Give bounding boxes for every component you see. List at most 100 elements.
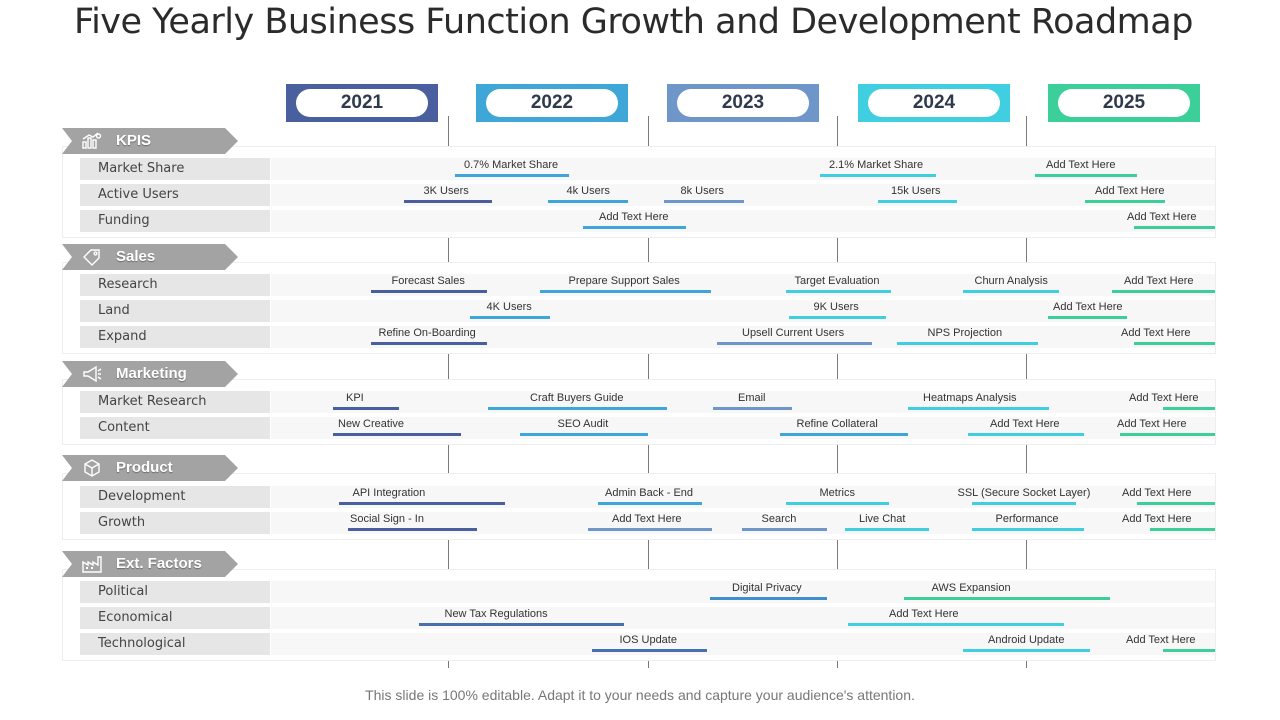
year-label: 2021	[296, 89, 428, 117]
row-band	[271, 184, 1215, 206]
page-title: Five Yearly Business Function Growth and…	[74, 2, 1193, 42]
year-header-2021: 2021	[286, 84, 438, 122]
task-bar	[717, 342, 872, 345]
task-bar	[713, 407, 792, 410]
task-label: Add Text Here	[1127, 211, 1197, 223]
task-label: Add Text Here	[990, 418, 1060, 430]
task-bar	[371, 342, 487, 345]
task-label: 0.7% Market Share	[464, 159, 559, 171]
section-title: Sales	[116, 248, 156, 265]
task-bar	[963, 290, 1059, 293]
task-bar	[789, 316, 886, 319]
section-tab: Marketing	[62, 361, 238, 387]
task-label: 2.1% Market Share	[829, 159, 924, 171]
task-label: Metrics	[819, 487, 855, 499]
task-bar	[588, 528, 712, 531]
task-bar	[1048, 316, 1127, 319]
row-band	[271, 607, 1215, 629]
task-label: Add Text Here	[1129, 392, 1199, 404]
row-label: Research	[80, 274, 270, 296]
task-label: API Integration	[352, 487, 426, 499]
year-label: 2024	[868, 89, 1000, 117]
section-title: Ext. Factors	[116, 555, 202, 572]
task-bar	[419, 623, 624, 626]
task-label: IOS Update	[619, 634, 677, 646]
task-label: Refine On-Boarding	[378, 327, 476, 339]
task-bar	[848, 623, 1064, 626]
section-tab: Ext. Factors	[62, 551, 238, 577]
year-header-2024: 2024	[858, 84, 1010, 122]
task-label: Target Evaluation	[794, 275, 880, 287]
task-label: Refine Collateral	[796, 418, 878, 430]
task-bar	[1150, 528, 1215, 531]
task-label: Search	[761, 513, 797, 525]
section-title: KPIS	[116, 132, 152, 149]
task-label: 4K Users	[486, 301, 532, 313]
task-bar	[1137, 502, 1215, 505]
task-bar	[371, 290, 487, 293]
task-label: AWS Expansion	[931, 582, 1011, 594]
task-label: Android Update	[988, 634, 1065, 646]
task-label: Digital Privacy	[732, 582, 802, 594]
task-label: KPI	[346, 392, 364, 404]
task-label: 4k Users	[566, 185, 610, 197]
task-bar	[592, 649, 707, 652]
task-bar	[1163, 649, 1215, 652]
task-label: Add Text Here	[1126, 634, 1196, 646]
task-bar	[897, 342, 1038, 345]
factory-icon	[82, 555, 102, 573]
task-label: Add Text Here	[1117, 418, 1187, 430]
task-label: Live Chat	[859, 513, 906, 525]
year-header-2022: 2022	[476, 84, 628, 122]
year-label: 2023	[677, 89, 809, 117]
task-bar	[470, 316, 550, 319]
row-label: Content	[80, 417, 270, 439]
task-bar	[1120, 433, 1215, 436]
task-label: Add Text Here	[1046, 159, 1116, 171]
task-bar	[404, 200, 492, 203]
task-bar	[548, 200, 628, 203]
task-label: Churn Analysis	[974, 275, 1048, 287]
megaphone-icon	[82, 365, 102, 383]
section-tab: Sales	[62, 244, 238, 270]
task-label: New Tax Regulations	[444, 608, 548, 620]
task-bar	[972, 528, 1084, 531]
row-label: Technological	[80, 633, 270, 655]
year-label: 2022	[486, 89, 618, 117]
row-label: Growth	[80, 512, 270, 534]
task-label: Admin Back - End	[605, 487, 694, 499]
task-label: Performance	[995, 513, 1059, 525]
task-label: 9K Users	[813, 301, 859, 313]
row-label: Political	[80, 581, 270, 603]
task-label: Add Text Here	[889, 608, 959, 620]
task-label: Add Text Here	[612, 513, 682, 525]
year-label: 2025	[1058, 89, 1190, 117]
task-bar	[339, 502, 505, 505]
row-label: Development	[80, 486, 270, 508]
task-bar	[455, 174, 569, 177]
task-label: NPS Projection	[927, 327, 1003, 339]
task-bar	[963, 649, 1090, 652]
task-label: Heatmaps Analysis	[923, 392, 1017, 404]
task-bar	[1085, 200, 1165, 203]
task-bar	[968, 433, 1084, 436]
section-title: Product	[116, 459, 173, 476]
task-label: Prepare Support Sales	[568, 275, 680, 287]
task-bar	[878, 200, 957, 203]
task-bar	[1035, 174, 1137, 177]
task-bar	[780, 433, 908, 436]
task-bar	[598, 502, 702, 505]
footer-note: This slide is 100% editable. Adapt it to…	[365, 687, 915, 703]
task-bar	[1163, 407, 1215, 410]
row-label: Economical	[80, 607, 270, 629]
task-label: Email	[738, 392, 766, 404]
task-bar	[540, 290, 711, 293]
task-bar	[333, 407, 399, 410]
row-label: Funding	[80, 210, 270, 232]
row-band	[271, 210, 1215, 232]
tag-icon	[82, 248, 102, 266]
task-bar	[1112, 290, 1215, 293]
section-title: Marketing	[116, 365, 187, 382]
task-label: 3K Users	[423, 185, 469, 197]
task-label: Add Text Here	[1122, 487, 1192, 499]
